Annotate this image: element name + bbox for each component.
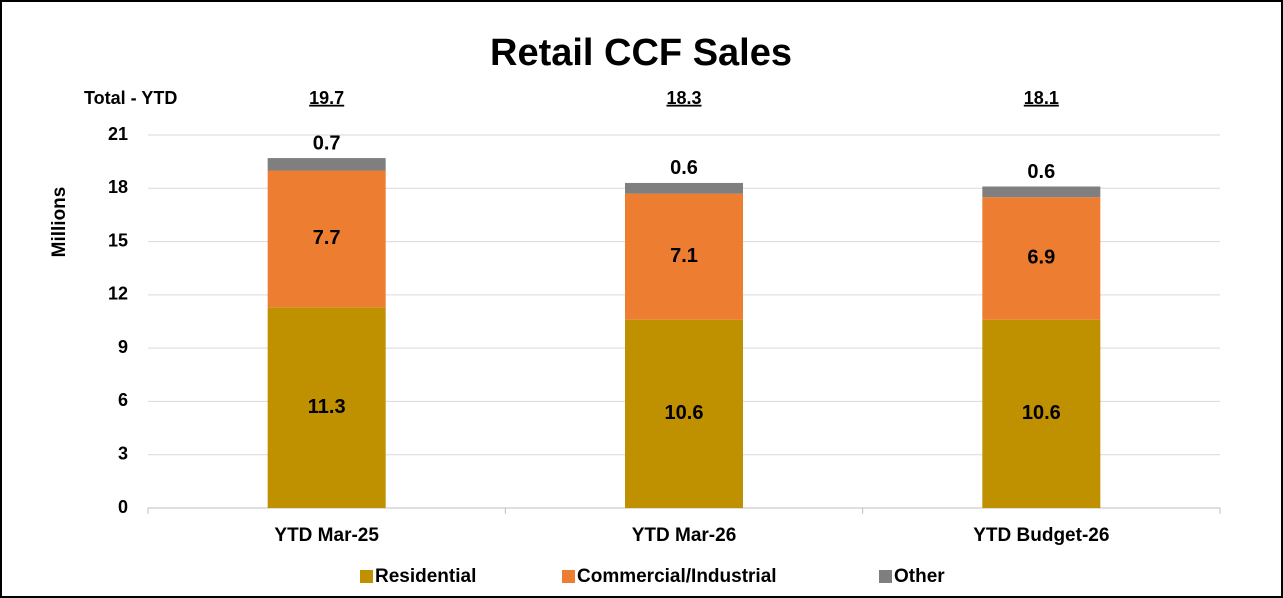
bar-segment: [982, 319, 1101, 508]
data-label: 0.7: [313, 132, 341, 154]
y-tick-label: 6: [118, 390, 128, 410]
bar-segment: [267, 158, 386, 171]
data-label: 7.7: [313, 227, 341, 249]
y-tick-label: 21: [108, 124, 128, 144]
bar-segment: [982, 186, 1101, 198]
bar-segment: [267, 307, 386, 508]
data-label: 10.6: [1022, 402, 1061, 424]
data-label: 11.3: [308, 396, 346, 418]
y-tick-label: 3: [118, 443, 128, 463]
y-axis-label: Millions: [49, 187, 70, 258]
data-label: 0.6: [670, 157, 698, 179]
total-label: 18.1: [1024, 88, 1059, 108]
bar-segment: [625, 182, 743, 194]
x-tick-label: YTD Mar-26: [632, 525, 737, 546]
y-tick-label: 18: [108, 177, 128, 197]
data-label: 10.6: [665, 402, 704, 424]
legend-label: Other: [894, 566, 945, 587]
data-label: 0.6: [1027, 161, 1055, 183]
bar-segment: [982, 197, 1101, 320]
legend-label: Commercial/Industrial: [577, 566, 777, 587]
x-tick-label: YTD Budget-26: [973, 525, 1109, 546]
legend-swatch: [360, 570, 373, 583]
data-label: 7.1: [670, 245, 698, 267]
legend-swatch: [879, 570, 892, 583]
chart-title: Retail CCF Sales: [490, 32, 792, 74]
y-tick-label: 9: [118, 337, 128, 357]
legend-swatch: [562, 570, 575, 583]
totals-label: Total - YTD: [84, 88, 177, 108]
x-tick-label: YTD Mar-25: [274, 525, 379, 546]
total-label: 19.7: [309, 88, 344, 108]
bar-segment: [625, 319, 743, 508]
legend-label: Residential: [375, 566, 476, 587]
y-tick-label: 0: [118, 497, 128, 517]
data-label: 6.9: [1027, 247, 1055, 269]
bar-segment: [625, 193, 743, 320]
bar-segment: [267, 170, 386, 308]
total-label: 18.3: [666, 88, 701, 108]
y-tick-label: 15: [108, 230, 128, 250]
y-tick-label: 12: [108, 284, 128, 304]
